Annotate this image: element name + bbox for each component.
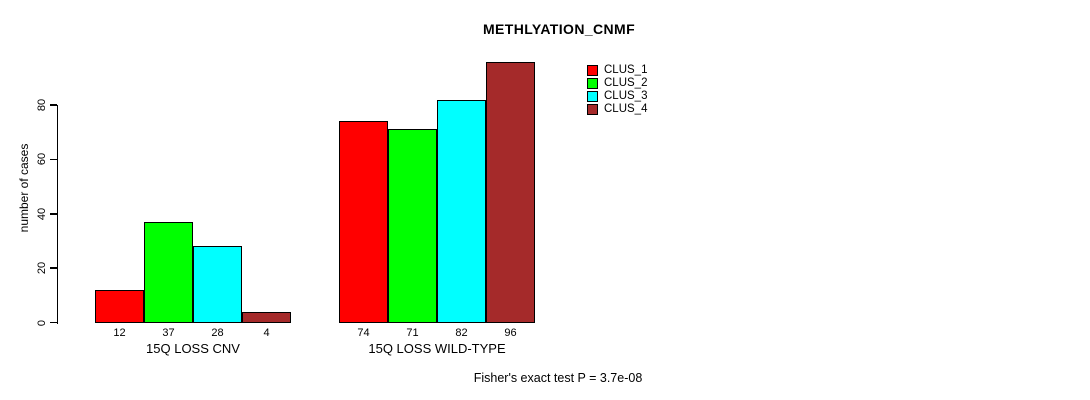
- bar-value-label: 74: [357, 327, 370, 339]
- bar-value-label: 71: [406, 327, 419, 339]
- y-axis-tick: [49, 104, 57, 106]
- chart-title: METHLYATION_CNMF: [482, 21, 636, 37]
- bar-clus_2-group1: [144, 221, 193, 323]
- legend-item-label: CLUS_3: [604, 90, 648, 102]
- fisher-test-annotation: Fisher's exact test P = 3.7e-08: [473, 371, 643, 385]
- legend-item: CLUS_3: [587, 90, 647, 103]
- y-axis-tick: [49, 158, 57, 161]
- legend-item: CLUS_4: [587, 103, 647, 116]
- x-axis-group-label: 15Q LOSS WILD-TYPE: [368, 341, 506, 356]
- legend-swatch-icon: [587, 104, 598, 115]
- legend-swatch-icon: [587, 78, 598, 89]
- bar-clus_1-group2: [339, 121, 388, 323]
- bar-clus_3-group2: [437, 99, 486, 323]
- bar-value-label: 37: [162, 327, 175, 339]
- legend-item-label: CLUS_1: [604, 64, 648, 76]
- y-axis-line: [56, 105, 58, 324]
- bar-value-label: 12: [113, 327, 126, 339]
- legend-item: CLUS_2: [587, 77, 647, 90]
- bar-value-label: 28: [211, 327, 224, 339]
- y-axis-tick-label: 20: [36, 262, 48, 275]
- legend-item-label: CLUS_4: [604, 103, 648, 115]
- legend-item-label: CLUS_2: [604, 77, 648, 89]
- legend-swatch-icon: [587, 65, 598, 76]
- bar-value-label: 82: [455, 327, 468, 339]
- y-axis-tick-label: 60: [36, 153, 48, 166]
- bar-clus_2-group2: [388, 129, 437, 323]
- y-axis-tick: [49, 267, 57, 269]
- y-axis-tick: [49, 321, 57, 324]
- y-axis-tick-label: 80: [36, 98, 48, 112]
- bar-clus_4-group1: [242, 311, 291, 323]
- bar-value-label: 4: [263, 327, 270, 339]
- bar-clus_1-group1: [95, 289, 144, 323]
- y-axis-tick-label: 40: [36, 207, 48, 220]
- legend-swatch-icon: [587, 91, 598, 102]
- legend: CLUS_1 CLUS_2 CLUS_3 CLUS_4: [587, 64, 647, 116]
- bar-clus_3-group1: [193, 246, 242, 323]
- bar-clus_4-group2: [486, 61, 535, 323]
- legend-item: CLUS_1: [587, 64, 647, 77]
- y-axis-tick-label: 0: [36, 319, 48, 326]
- y-axis-tick: [49, 213, 57, 215]
- bar-value-label: 96: [504, 327, 517, 339]
- x-axis-group-label: 15Q LOSS CNV: [146, 341, 240, 356]
- y-axis-title: number of cases: [17, 143, 31, 233]
